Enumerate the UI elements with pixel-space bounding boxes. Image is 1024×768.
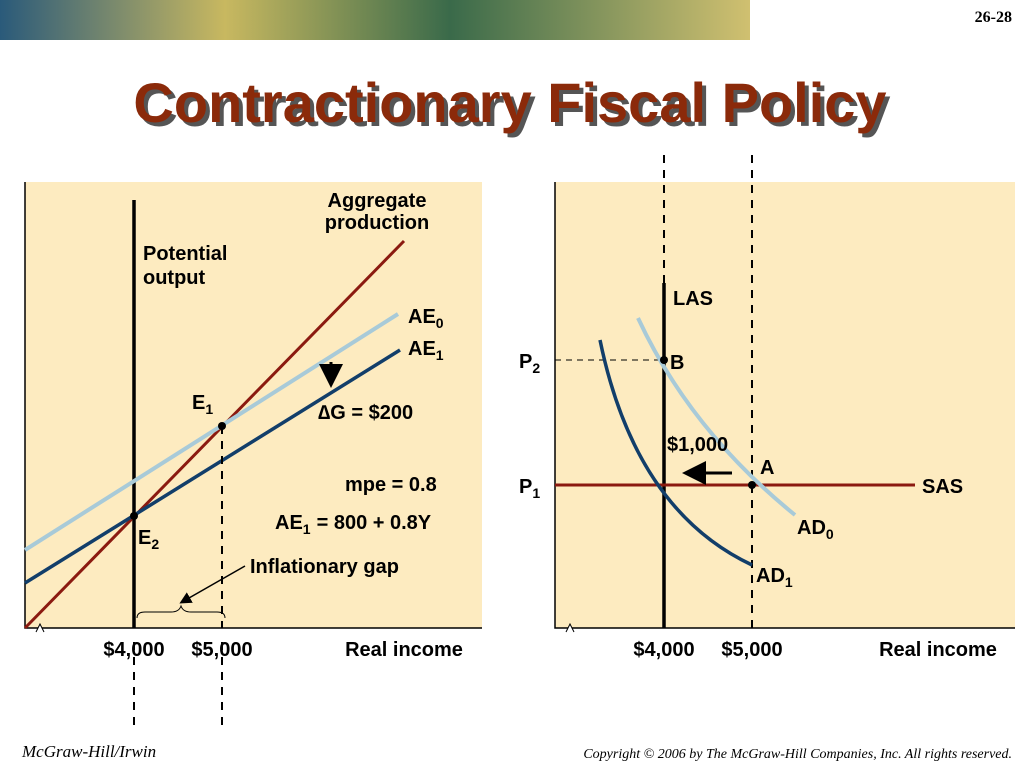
axis-title: Real income: [879, 639, 997, 661]
label: P2: [519, 351, 540, 376]
ae1-line: [24, 348, 401, 585]
label: B: [670, 352, 684, 374]
x-label: $5,000: [721, 639, 782, 661]
label: ∆G = $200: [318, 402, 413, 424]
label-text: E: [138, 527, 151, 549]
panel-background: [555, 182, 1015, 628]
label: Potential: [143, 243, 227, 265]
subscript: 2: [532, 360, 540, 376]
label-text: P: [519, 351, 532, 373]
label-text: AE: [408, 306, 436, 328]
point-b: [660, 356, 668, 364]
point-e2: [130, 512, 138, 520]
label: AE0: [408, 306, 444, 331]
subscript: 1: [785, 574, 793, 590]
point-a: [748, 481, 756, 489]
axis-title: Real income: [345, 639, 463, 661]
gap-bracket: [136, 604, 226, 619]
slide-number: 26-28: [975, 9, 1012, 26]
label: production: [325, 212, 429, 234]
label: output: [143, 267, 206, 289]
label: AE1: [408, 338, 444, 363]
slide-title: Contractionary Fiscal Policy: [133, 71, 886, 134]
ad1-curve: [598, 339, 753, 567]
banner-image: [0, 0, 750, 40]
subscript: 1: [303, 521, 311, 537]
subscript: 0: [436, 315, 444, 331]
axes: [554, 182, 1015, 629]
label: E1: [192, 392, 213, 417]
aggregate-production-line: [23, 239, 406, 630]
ad0-curve: [636, 317, 797, 517]
label-text: AD: [756, 565, 785, 587]
equation: AE1 = 800 + 0.8Y: [275, 512, 432, 537]
subscript: 1: [532, 485, 540, 501]
publisher: McGraw-Hill/Irwin: [21, 742, 156, 761]
label: AD0: [797, 517, 834, 542]
label-text: AD: [797, 517, 826, 539]
label: LAS: [673, 288, 713, 310]
axis-break: [565, 622, 575, 633]
label-text: P: [519, 476, 532, 498]
x-label: $5,000: [191, 639, 252, 661]
label: A: [760, 457, 774, 479]
label-text: E: [192, 392, 205, 414]
label: SAS: [922, 476, 963, 498]
label: Inflationary gap: [250, 556, 399, 578]
subscript: 1: [205, 401, 213, 417]
label-text: AE: [275, 512, 303, 534]
axis-break: [35, 622, 45, 633]
x-label: $4,000: [633, 639, 694, 661]
label: E2: [138, 527, 159, 552]
label: AD1: [756, 565, 793, 590]
ae0-line: [23, 312, 400, 552]
x-label: $4,000: [103, 639, 164, 661]
label-text: = 800 + 0.8Y: [317, 512, 432, 534]
label: mpe = 0.8: [345, 474, 437, 496]
subscript: 0: [826, 526, 834, 542]
title-shadow: Contractionary Fiscal Policy: [137, 75, 890, 138]
subscript: 2: [151, 536, 159, 552]
label-text: AE: [408, 338, 436, 360]
subscript: 1: [436, 347, 444, 363]
label: $1,000: [667, 434, 728, 456]
label: Aggregate: [328, 190, 427, 212]
label: P1: [519, 476, 540, 501]
copyright: Copyright © 2006 by The McGraw-Hill Comp…: [583, 747, 1012, 762]
point-e1: [218, 422, 226, 430]
pointer-arrow: [179, 565, 246, 604]
